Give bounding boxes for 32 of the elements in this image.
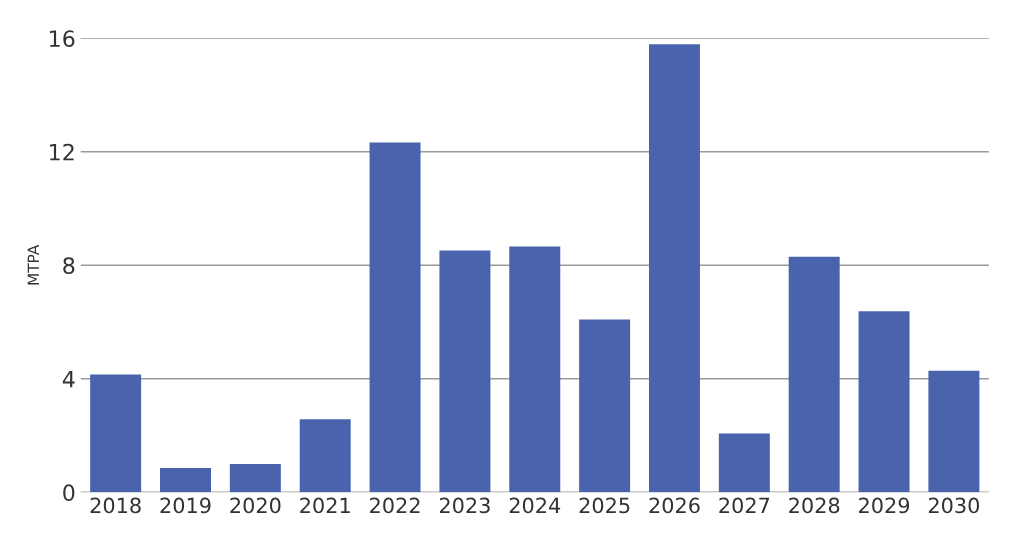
x-tick-label: 2021 [300,497,350,514]
x-tick-label: 2019 [160,497,211,514]
bar [229,463,281,493]
x-tick-label: 2028 [789,497,840,514]
y-axis-title: MTPA [27,244,39,285]
bar [160,467,211,493]
y-tick-label: 4 [62,371,75,388]
y-tick-label: 0 [63,484,75,502]
x-tick-label: 2024 [509,497,561,514]
x-tick-label: 2030 [928,497,980,514]
bar [90,374,142,493]
bar [509,246,561,493]
y-tick-label: 8 [63,257,75,275]
y-tick-label: 12 [50,143,74,161]
bar [579,319,631,493]
y-tick-label: 16 [50,30,75,48]
bar [369,142,421,493]
x-tick-label: 2026 [649,497,700,514]
bar [299,419,351,493]
x-tick-label: 2027 [719,497,770,514]
bar [648,44,700,493]
x-tick-label: 2022 [370,497,420,514]
bar [439,250,491,493]
bar [788,256,840,493]
x-tick-label: 2018 [90,497,141,514]
x-tick-label: 2029 [859,497,910,514]
bar [928,370,980,493]
x-tick-label: 2025 [579,497,630,514]
bar [718,433,770,493]
x-tick-label: 2023 [439,497,490,514]
bar [858,311,910,493]
x-tick-label: 2020 [230,497,281,514]
